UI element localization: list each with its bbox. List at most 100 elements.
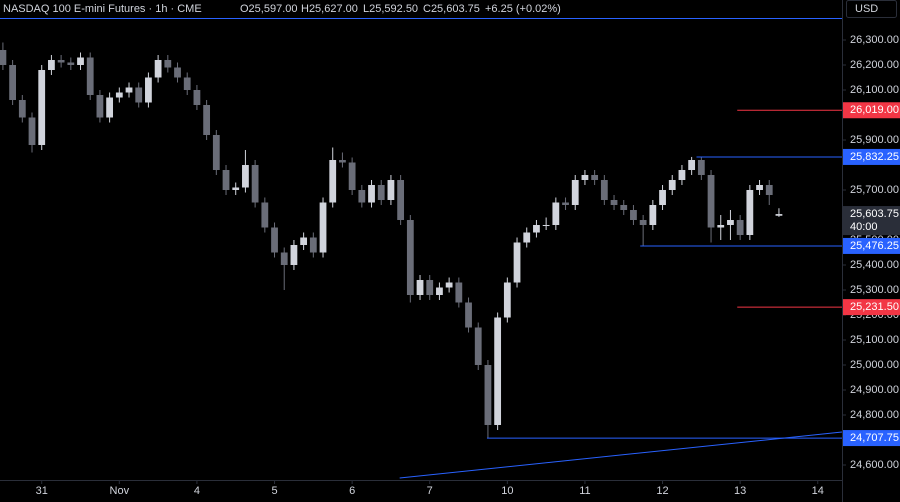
candle-body: [513, 242, 521, 283]
level-label-bg: [843, 102, 900, 119]
candle-body: [697, 160, 705, 175]
countdown: 40:00: [850, 221, 878, 233]
y-tick-label: 24,800.00: [850, 409, 899, 421]
candle-body: [28, 117, 36, 145]
x-tick-label: 7: [427, 485, 433, 497]
y-tick-label: 25,000.00: [850, 359, 899, 371]
candle-body: [86, 57, 94, 95]
candle-body: [668, 180, 676, 190]
candle-body: [659, 190, 666, 205]
candle-body: [688, 160, 696, 170]
candle-body: [9, 65, 17, 100]
y-tick-label: 24,600.00: [850, 459, 899, 471]
candle-body: [96, 95, 104, 118]
candle-body: [300, 237, 308, 245]
level-label: 25,476.25: [850, 240, 899, 252]
candle-body: [261, 202, 269, 228]
candle-body: [154, 60, 162, 78]
candle-body: [552, 202, 560, 225]
currency-button[interactable]: [846, 0, 897, 18]
level-label: 24,707.75: [850, 432, 899, 444]
candle-body: [135, 87, 143, 103]
candle-body: [0, 50, 7, 65]
candle-body: [212, 135, 220, 170]
candle-body: [678, 170, 686, 180]
ohlc-low: L25,592.50: [363, 3, 418, 15]
candle-body: [736, 220, 744, 235]
candle-body: [406, 220, 414, 295]
level-label: 25,832.25: [850, 151, 899, 163]
candle-body: [115, 92, 123, 98]
candle-body: [77, 57, 84, 65]
candle-body: [484, 365, 492, 425]
candle-body: [445, 282, 453, 288]
candle-body: [455, 282, 463, 303]
candle-body: [562, 202, 569, 205]
last-price-label: 25,603.75: [850, 208, 899, 220]
y-tick-label: 24,900.00: [850, 384, 899, 396]
y-tick-label: 26,100.00: [850, 84, 899, 96]
candle-body: [18, 100, 26, 118]
price-change: +6.25 (+0.02%): [485, 3, 561, 15]
candle-body: [571, 180, 579, 205]
x-tick-label: 6: [349, 485, 355, 497]
candle-body: [591, 175, 599, 180]
level-label: 25,231.50: [850, 301, 899, 313]
candle-body: [290, 245, 298, 265]
candle-body: [707, 175, 715, 228]
ohlc-open: O25,597.00: [240, 3, 298, 15]
x-tick-label: 4: [194, 485, 200, 497]
candle-body: [416, 280, 424, 295]
candle-body: [581, 175, 589, 180]
candle-body: [329, 160, 337, 203]
candle-body: [494, 317, 502, 425]
x-tick-label: 10: [501, 485, 513, 497]
candle-body: [125, 87, 133, 93]
candle-body: [48, 60, 55, 70]
y-tick-label: 25,700.00: [850, 184, 899, 196]
y-tick-label: 25,300.00: [850, 284, 899, 296]
candle-body: [67, 62, 75, 65]
candle-body: [309, 237, 317, 253]
candle-body: [542, 225, 550, 226]
candle-body: [339, 160, 346, 163]
candle-body: [387, 180, 395, 200]
candle-body: [756, 185, 763, 190]
candle-body: [523, 232, 531, 243]
candle-body: [38, 70, 46, 145]
trendline: [399, 431, 843, 479]
candle-body: [232, 187, 240, 190]
candle-body: [649, 205, 657, 225]
candle-body: [775, 214, 783, 216]
candle-body: [600, 180, 608, 200]
y-tick-label: 26,300.00: [850, 34, 899, 46]
candle-body: [57, 60, 65, 63]
candle-body: [193, 90, 201, 105]
candle-body: [348, 162, 356, 190]
x-tick-label: Nov: [110, 485, 130, 497]
x-tick-label: 5: [271, 485, 277, 497]
candle-body: [164, 60, 172, 68]
candle-body: [474, 327, 482, 365]
candle-body: [183, 77, 191, 90]
candle-body: [639, 220, 647, 225]
y-tick-label: 26,200.00: [850, 59, 899, 71]
candle-body: [746, 190, 754, 235]
currency[interactable]: USD: [855, 3, 878, 15]
candle-body: [465, 302, 472, 328]
level-label-bg: [843, 299, 900, 316]
level-label: 26,019.00: [850, 104, 899, 116]
candle-body: [630, 210, 637, 220]
symbol-title: NASDAQ 100 E-mini Futures · 1h · CME: [3, 3, 202, 15]
candle-body: [145, 77, 152, 103]
level-label-bg: [843, 237, 900, 254]
ohlc-close: C25,603.75: [423, 3, 480, 15]
y-tick-label: 25,100.00: [850, 334, 899, 346]
candle-body: [271, 227, 278, 253]
candle-body: [319, 202, 327, 253]
candle-body: [717, 225, 725, 228]
candle-body: [436, 287, 443, 295]
candle-body: [280, 252, 288, 265]
